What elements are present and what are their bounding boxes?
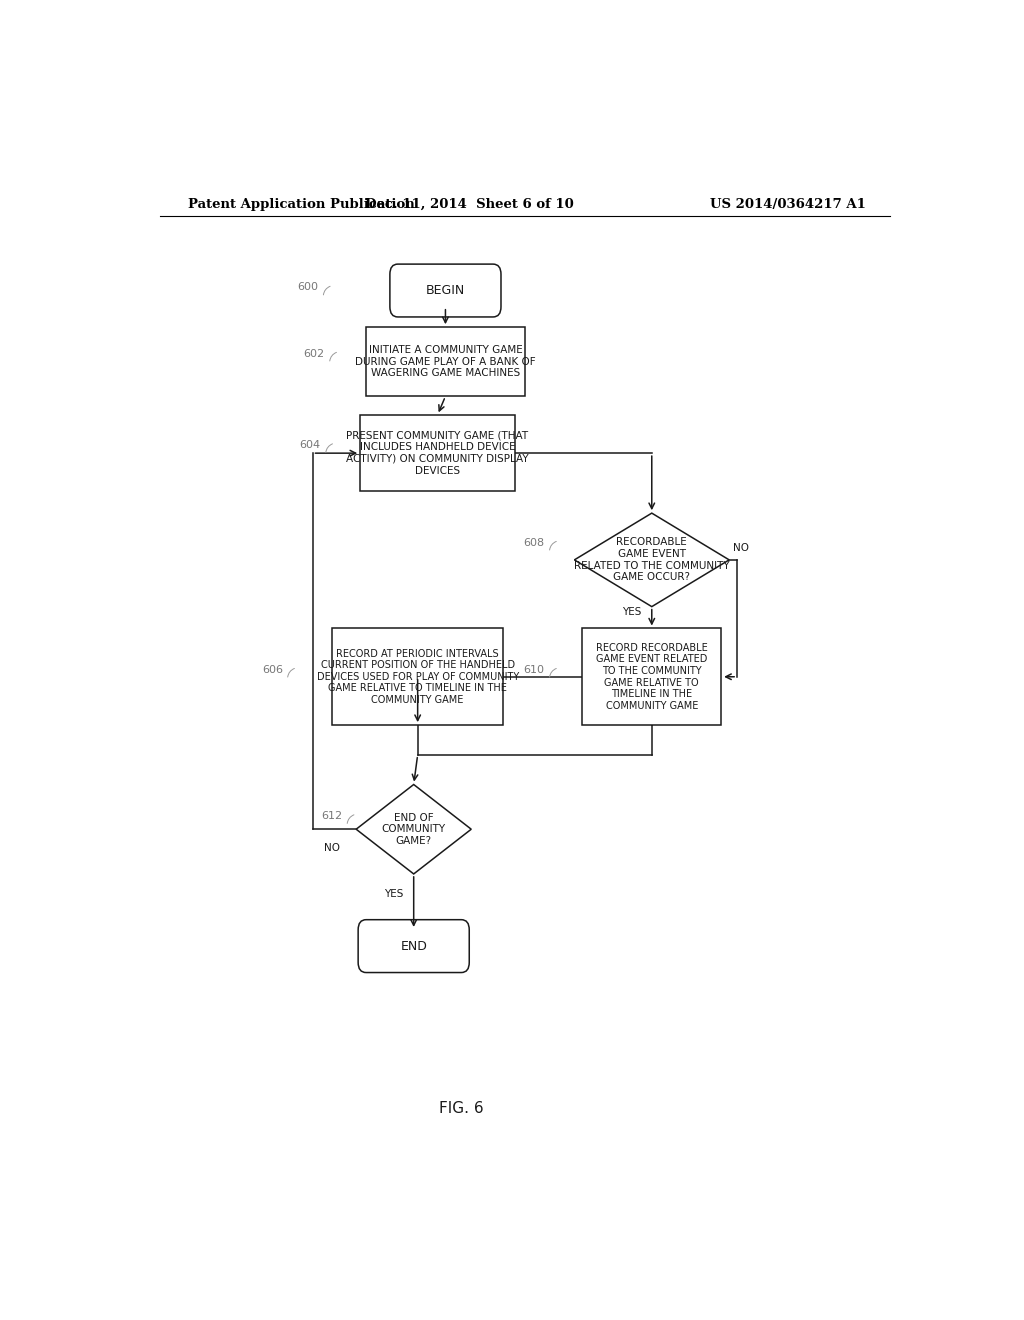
Text: PRESENT COMMUNITY GAME (THAT
INCLUDES HANDHELD DEVICE
ACTIVITY) ON COMMUNITY DIS: PRESENT COMMUNITY GAME (THAT INCLUDES HA… xyxy=(346,430,528,475)
Text: END OF
COMMUNITY
GAME?: END OF COMMUNITY GAME? xyxy=(382,813,445,846)
FancyBboxPatch shape xyxy=(390,264,501,317)
Text: NO: NO xyxy=(325,842,340,853)
Text: RECORD AT PERIODIC INTERVALS
CURRENT POSITION OF THE HANDHELD
DEVICES USED FOR P: RECORD AT PERIODIC INTERVALS CURRENT POS… xyxy=(316,648,519,705)
Text: FIG. 6: FIG. 6 xyxy=(439,1101,483,1117)
Text: YES: YES xyxy=(384,888,403,899)
Bar xyxy=(583,628,721,725)
Text: 608: 608 xyxy=(523,537,545,548)
Text: INITIATE A COMMUNITY GAME
DURING GAME PLAY OF A BANK OF
WAGERING GAME MACHINES: INITIATE A COMMUNITY GAME DURING GAME PL… xyxy=(355,345,536,379)
Text: YES: YES xyxy=(623,607,642,618)
Polygon shape xyxy=(356,784,471,874)
Text: END: END xyxy=(400,940,427,953)
Text: Patent Application Publication: Patent Application Publication xyxy=(187,198,415,211)
Text: 612: 612 xyxy=(322,810,342,821)
Polygon shape xyxy=(574,513,729,607)
Bar xyxy=(367,327,524,396)
Text: 610: 610 xyxy=(523,665,545,675)
Text: NO: NO xyxy=(733,543,750,553)
FancyBboxPatch shape xyxy=(358,920,469,973)
Bar xyxy=(333,628,503,725)
Text: Dec. 11, 2014  Sheet 6 of 10: Dec. 11, 2014 Sheet 6 of 10 xyxy=(365,198,573,211)
Text: 606: 606 xyxy=(262,665,283,675)
Text: US 2014/0364217 A1: US 2014/0364217 A1 xyxy=(711,198,866,211)
Text: RECORD RECORDABLE
GAME EVENT RELATED
TO THE COMMUNITY
GAME RELATIVE TO
TIMELINE : RECORD RECORDABLE GAME EVENT RELATED TO … xyxy=(596,643,708,710)
Text: 604: 604 xyxy=(300,440,321,450)
Bar xyxy=(360,414,515,491)
Text: 602: 602 xyxy=(304,348,325,359)
Text: 600: 600 xyxy=(297,282,318,293)
Text: RECORDABLE
GAME EVENT
RELATED TO THE COMMUNITY
GAME OCCUR?: RECORDABLE GAME EVENT RELATED TO THE COM… xyxy=(574,537,729,582)
Text: BEGIN: BEGIN xyxy=(426,284,465,297)
